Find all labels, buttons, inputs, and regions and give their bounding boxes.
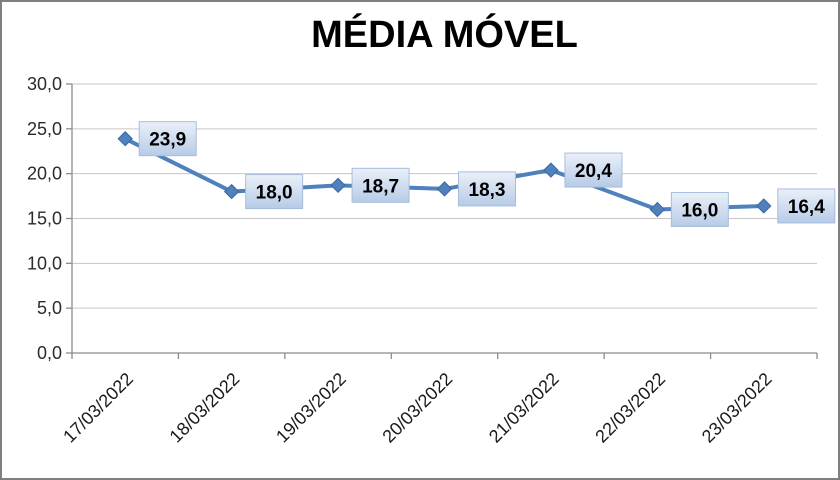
data-label-value: 16,4	[788, 197, 825, 218]
y-tick-label: 30,0	[27, 74, 62, 94]
data-label-box	[351, 167, 410, 203]
x-category-label: 18/03/2022	[166, 369, 244, 447]
x-category-label: 20/03/2022	[378, 369, 456, 447]
data-label-box	[138, 121, 197, 157]
y-tick-label: 10,0	[27, 253, 62, 273]
data-point-marker	[330, 177, 346, 194]
data-point-marker	[649, 201, 666, 218]
x-category-label: 22/03/2022	[591, 369, 669, 447]
data-label-box	[564, 152, 623, 188]
data-label-value: 18,3	[469, 180, 506, 201]
data-label-value: 18,0	[256, 183, 293, 204]
data-point-marker	[117, 130, 133, 147]
data-label-box	[777, 188, 836, 224]
data-label-value: 20,4	[575, 161, 612, 182]
x-category-label: 21/03/2022	[485, 369, 563, 447]
data-point-marker	[543, 162, 559, 178]
data-label-box	[245, 174, 304, 210]
y-tick-label: 20,0	[27, 164, 62, 184]
data-point-marker	[223, 183, 240, 200]
data-label-value: 16,0	[681, 201, 718, 222]
data-label-box	[670, 192, 729, 228]
y-tick-label: 5,0	[37, 298, 62, 318]
data-label-value: 23,9	[149, 130, 186, 151]
data-label-box	[458, 171, 516, 207]
chart-title: MÉDIA MÓVEL	[311, 14, 578, 56]
data-point-marker	[756, 198, 772, 214]
x-category-label: 23/03/2022	[698, 369, 776, 447]
y-tick-label: 0,0	[37, 343, 62, 363]
data-label-value: 18,7	[362, 176, 399, 197]
x-category-label: 19/03/2022	[272, 369, 350, 447]
y-tick-label: 25,0	[27, 119, 62, 139]
y-tick-label: 15,0	[27, 209, 62, 229]
x-category-label: 17/03/2022	[59, 369, 137, 447]
data-point-marker	[436, 181, 453, 197]
